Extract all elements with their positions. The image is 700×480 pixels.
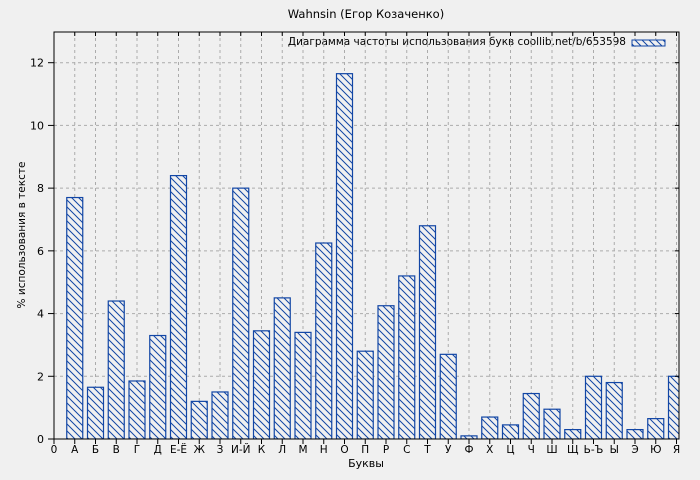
bar-У <box>439 353 457 439</box>
y-tick-label: 6 <box>37 245 44 258</box>
x-tick-label: П <box>361 444 369 456</box>
y-tick-label: 10 <box>30 119 44 132</box>
x-tick-label: Ф <box>464 444 473 456</box>
y-tick-labels: 0 2 4 6 8 10 12 <box>30 57 44 446</box>
bar-Е-Ё <box>169 174 188 439</box>
bar-З <box>211 391 229 439</box>
bar-Б <box>86 386 105 439</box>
x-tick-label: Ь-Ъ <box>584 444 604 456</box>
bar-Э <box>626 428 644 439</box>
bar-И-Й <box>232 187 250 439</box>
bar-Я <box>667 375 679 439</box>
x-tick-label: Ш <box>546 444 557 456</box>
bar-Л <box>273 297 291 439</box>
bar-Ы <box>605 381 623 439</box>
x-tick-label: Ы <box>610 444 619 456</box>
tick-marks <box>48 32 679 444</box>
bar-К <box>252 330 271 439</box>
plot-border <box>53 31 680 440</box>
x-tick-label: Л <box>278 444 286 456</box>
x-tick-label: З <box>217 444 224 456</box>
bar-Щ <box>564 428 582 439</box>
x-tick-label: Щ <box>567 444 579 456</box>
bar-Н <box>315 242 333 439</box>
bar-П <box>356 350 374 439</box>
bars <box>66 73 679 439</box>
x-tick-label: М <box>298 444 307 456</box>
x-axis-label: Буквы <box>348 457 384 470</box>
y-tick-label: 4 <box>37 308 44 321</box>
x-tick-label: Р <box>383 444 389 456</box>
x-tick-label: Е-Ё <box>170 443 187 456</box>
x-tick-label: О <box>340 444 348 456</box>
y-tick-label: 2 <box>37 370 44 383</box>
x-tick-label: У <box>445 444 452 456</box>
x-tick-label: Ж <box>194 444 206 456</box>
bar-Д <box>149 334 167 439</box>
bar-Ч <box>522 392 540 439</box>
bar-Т <box>418 225 437 439</box>
bar-Ш <box>543 408 561 439</box>
bar-Ь-Ъ <box>584 375 603 439</box>
bar-С <box>398 275 416 439</box>
x-tick-label-origin: 0 <box>51 444 58 456</box>
bar-Г <box>128 380 146 439</box>
x-tick-label: Ч <box>528 444 535 456</box>
bar-О <box>335 73 354 439</box>
bar-Ю <box>647 418 665 439</box>
x-tick-label: К <box>258 444 266 456</box>
x-tick-label: Г <box>134 444 140 456</box>
y-tick-label: 8 <box>37 182 44 195</box>
x-tick-label: Б <box>92 444 99 456</box>
x-tick-label: Ю <box>650 444 661 456</box>
bar-В <box>107 300 125 439</box>
x-tick-label: Н <box>320 444 328 456</box>
x-tick-label: Д <box>154 444 162 456</box>
x-tick-label: Я <box>673 444 680 456</box>
bar-Р <box>377 305 395 439</box>
bar-М <box>294 331 312 439</box>
chart-title: Wahnsin (Егор Козаченко) <box>287 7 445 21</box>
x-tick-label: В <box>113 444 120 456</box>
y-tick-label: 12 <box>30 57 44 70</box>
x-tick-label: А <box>71 444 79 456</box>
x-tick-label: Э <box>631 444 638 456</box>
bar-Ж <box>190 400 208 439</box>
legend-swatch <box>631 39 666 47</box>
x-tick-label: И-Й <box>231 443 251 456</box>
x-tick-labels: 0 А Б В Г Д Е-Ё Ж З И-Й К Л М Н О П Р С Т У Ф Х Ц Ч Ш Щ Ь-Ъ Ы Э Ю Я <box>51 443 680 456</box>
bar-Ц <box>501 424 520 439</box>
x-tick-label: С <box>403 444 410 456</box>
bar-Х <box>481 416 499 439</box>
y-tick-label: 0 <box>37 433 44 446</box>
legend-label: Диаграмма частоты использования букв coo… <box>287 36 626 48</box>
x-tick-label: Т <box>423 444 431 456</box>
x-tick-label: Ц <box>506 444 514 456</box>
x-tick-label: Х <box>486 444 493 456</box>
bar-А <box>66 196 84 439</box>
